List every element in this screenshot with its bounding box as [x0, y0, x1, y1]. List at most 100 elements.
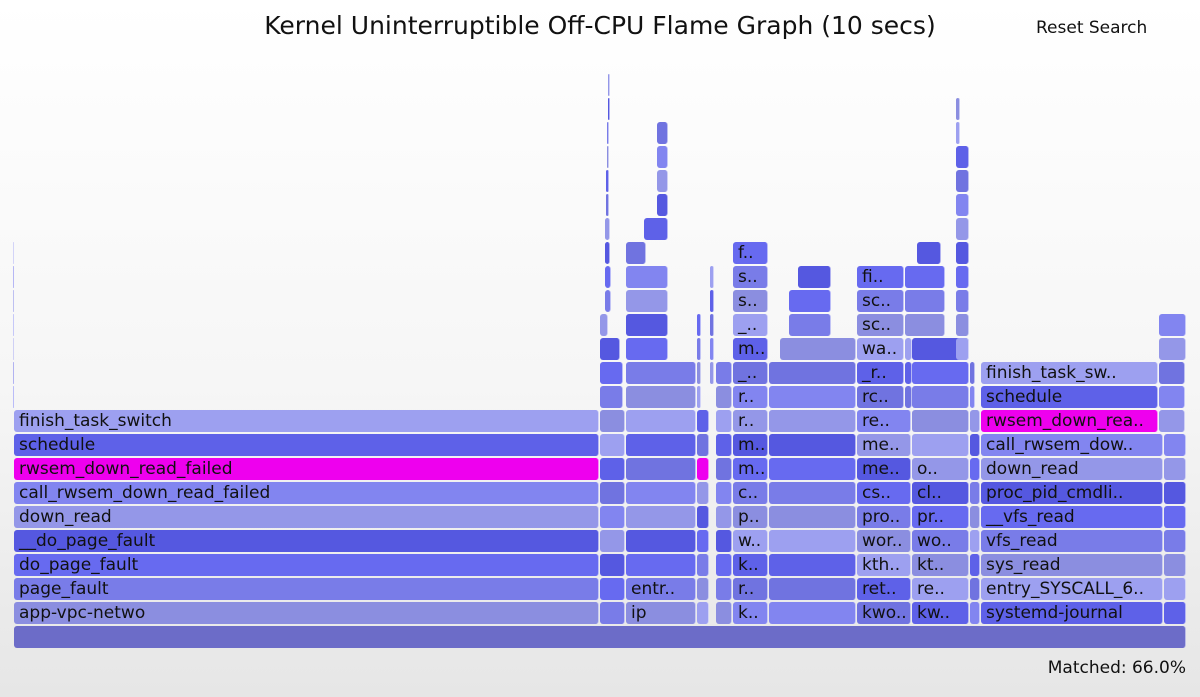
- flame-frame[interactable]: [710, 338, 714, 360]
- flame-frame[interactable]: [956, 290, 969, 312]
- flame-frame[interactable]: [1159, 386, 1185, 408]
- flame-frame[interactable]: [912, 410, 969, 432]
- flame-frame[interactable]: cs..: [857, 482, 911, 504]
- flame-frame[interactable]: [1164, 602, 1186, 624]
- flame-frame[interactable]: [697, 578, 709, 600]
- flame-frame[interactable]: [1164, 482, 1186, 504]
- flame-frame[interactable]: [970, 482, 980, 504]
- flame-frame[interactable]: [697, 362, 701, 384]
- flame-frame[interactable]: [13, 362, 14, 384]
- flame-frame[interactable]: [657, 146, 668, 168]
- flame-frame[interactable]: [13, 338, 14, 360]
- flame-frame[interactable]: s..: [733, 290, 768, 312]
- flame-frame[interactable]: [657, 170, 668, 192]
- flame-frame[interactable]: [697, 410, 709, 432]
- flame-frame[interactable]: [1164, 530, 1186, 552]
- flame-frame[interactable]: [600, 458, 625, 480]
- flame-frame[interactable]: [970, 530, 980, 552]
- reset-search-button[interactable]: Reset Search: [1036, 18, 1148, 38]
- flame-frame[interactable]: ip: [626, 602, 696, 624]
- flame-frame[interactable]: s..: [733, 266, 768, 288]
- flame-frame[interactable]: [1164, 506, 1186, 528]
- flame-frame[interactable]: [600, 578, 625, 600]
- flame-frame[interactable]: [912, 386, 969, 408]
- flame-frame[interactable]: m..: [733, 434, 768, 456]
- flame-frame[interactable]: [600, 338, 620, 360]
- flame-frame[interactable]: [1159, 410, 1185, 432]
- flame-frame[interactable]: [600, 554, 625, 576]
- flame-frame[interactable]: c..: [733, 482, 768, 504]
- flame-frame[interactable]: f..: [733, 242, 768, 264]
- flame-frame[interactable]: re..: [857, 410, 911, 432]
- flame-frame[interactable]: [13, 290, 14, 312]
- flame-frame[interactable]: [716, 482, 732, 504]
- flame-frame[interactable]: kth..: [857, 554, 911, 576]
- flame-frame[interactable]: [626, 266, 668, 288]
- flame-frame[interactable]: m..: [733, 338, 768, 360]
- flame-frame[interactable]: [600, 602, 625, 624]
- flame-frame[interactable]: p..: [733, 506, 768, 528]
- flame-frame[interactable]: sys_read: [981, 554, 1163, 576]
- flame-frame[interactable]: [710, 266, 714, 288]
- flame-frame[interactable]: [956, 122, 960, 144]
- flame-frame[interactable]: [716, 554, 732, 576]
- flame-frame[interactable]: [697, 386, 701, 408]
- flame-frame[interactable]: [956, 314, 969, 336]
- flame-frame[interactable]: [626, 386, 696, 408]
- flame-frame[interactable]: me..: [857, 434, 911, 456]
- flame-frame[interactable]: re..: [912, 578, 969, 600]
- flame-frame[interactable]: [697, 506, 709, 528]
- flame-frame[interactable]: [657, 194, 668, 216]
- flame-frame[interactable]: k..: [733, 602, 768, 624]
- flame-frame[interactable]: [697, 434, 709, 456]
- flame-frame[interactable]: [912, 434, 969, 456]
- flame-frame[interactable]: down_read: [981, 458, 1163, 480]
- flame-frame[interactable]: [710, 290, 714, 312]
- flame-frame[interactable]: wa..: [857, 338, 904, 360]
- flame-frame[interactable]: [905, 290, 945, 312]
- flame-frame[interactable]: [626, 554, 696, 576]
- flame-frame[interactable]: call_rwsem_dow..: [981, 434, 1163, 456]
- flame-frame[interactable]: rwsem_down_rea..: [981, 410, 1158, 432]
- flame-frame[interactable]: [697, 338, 701, 360]
- flame-frame[interactable]: [1164, 578, 1186, 600]
- flame-frame[interactable]: [769, 482, 856, 504]
- flame-frame[interactable]: [956, 266, 969, 288]
- flame-frame[interactable]: sc..: [857, 290, 904, 312]
- flame-frame[interactable]: [905, 386, 912, 408]
- flame-frame[interactable]: [769, 602, 856, 624]
- flame-frame[interactable]: [769, 386, 856, 408]
- flame-frame[interactable]: [600, 386, 623, 408]
- flame-frame[interactable]: [970, 602, 980, 624]
- flame-frame[interactable]: finish_task_sw..: [981, 362, 1158, 384]
- flame-frame[interactable]: [697, 482, 709, 504]
- flame-frame[interactable]: [716, 410, 732, 432]
- flame-frame[interactable]: [605, 290, 611, 312]
- flame-frame[interactable]: rc..: [857, 386, 904, 408]
- flame-frame[interactable]: [789, 314, 831, 336]
- flame-frame[interactable]: fi..: [857, 266, 904, 288]
- flame-frame[interactable]: [605, 266, 611, 288]
- flame-frame[interactable]: kt..: [912, 554, 969, 576]
- flame-frame[interactable]: wo..: [912, 530, 969, 552]
- flame-frame[interactable]: [626, 314, 668, 336]
- flame-frame[interactable]: call_rwsem_down_read_failed: [14, 482, 599, 504]
- flame-frame[interactable]: do_page_fault: [14, 554, 599, 576]
- flame-frame[interactable]: __vfs_read: [981, 506, 1163, 528]
- flame-frame[interactable]: [600, 434, 625, 456]
- flame-frame[interactable]: [716, 458, 732, 480]
- flame-frame[interactable]: [905, 362, 912, 384]
- flame-frame[interactable]: [606, 194, 609, 216]
- flame-frame[interactable]: ret..: [857, 578, 911, 600]
- flame-frame[interactable]: [716, 602, 732, 624]
- flame-frame[interactable]: app-vpc-netwo: [14, 602, 599, 624]
- flame-frame[interactable]: [600, 482, 625, 504]
- flame-frame[interactable]: [956, 170, 969, 192]
- flame-frame[interactable]: cl..: [912, 482, 969, 504]
- flame-frame[interactable]: [13, 386, 14, 408]
- flame-frame[interactable]: [14, 626, 1186, 648]
- flame-frame[interactable]: [1164, 434, 1186, 456]
- flame-frame[interactable]: [626, 290, 668, 312]
- flame-frame[interactable]: [1159, 338, 1186, 360]
- flame-frame[interactable]: [769, 362, 856, 384]
